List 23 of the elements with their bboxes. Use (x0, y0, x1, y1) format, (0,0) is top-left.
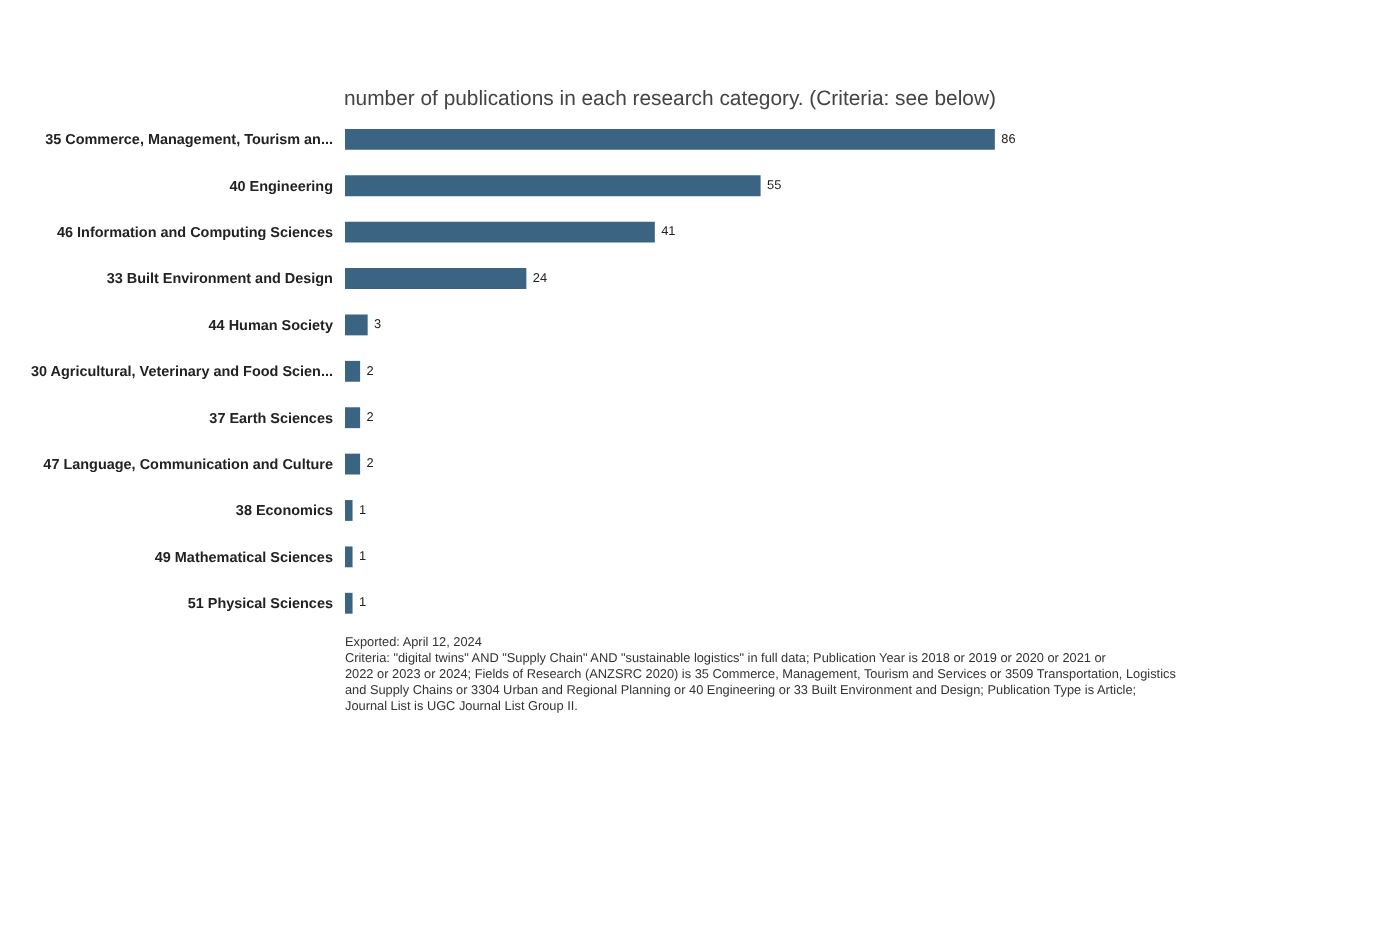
bar (344, 592, 353, 614)
bar (344, 546, 353, 568)
y-tick-label: 33 Built Environment and Design (106, 269, 333, 288)
chart-title: number of publications in each research category. (Criteria: see below) (343, 88, 996, 111)
y-tick-label: 44 Human Society (208, 315, 333, 334)
y-tick-label: 51 Physical Sciences (187, 594, 333, 613)
bar (344, 407, 361, 429)
y-tick-label: 38 Economics (235, 501, 333, 520)
bar (344, 221, 655, 243)
bar (344, 453, 361, 475)
y-tick-label: 49 Mathematical Sciences (154, 547, 333, 566)
bar (344, 500, 353, 521)
bar (344, 314, 368, 336)
bar (344, 268, 527, 289)
y-tick-label: 40 Engineering (229, 176, 333, 195)
y-tick-label: 47 Language, Communication and Culture (43, 454, 333, 473)
y-tick-label: 37 Earth Sciences (209, 408, 333, 427)
bar (344, 175, 761, 197)
y-tick-label: 35 Commerce, Management, Tourism an... (45, 130, 333, 149)
bar (344, 128, 995, 150)
y-tick-label: 30 Agricultural, Veterinary and Food Scien... (31, 362, 333, 381)
bar (344, 360, 361, 382)
y-tick-label: 46 Information and Computing Sciences (56, 222, 333, 241)
